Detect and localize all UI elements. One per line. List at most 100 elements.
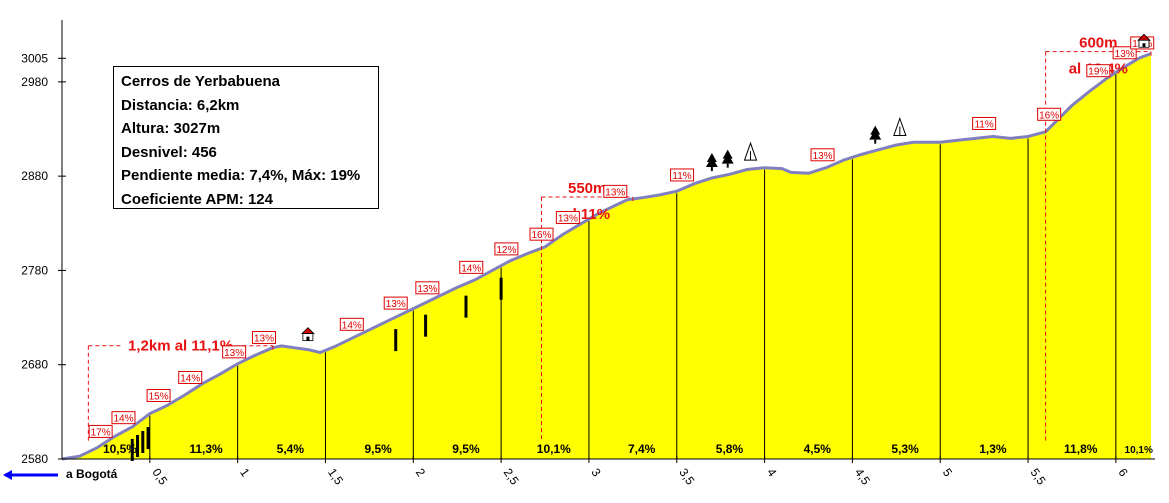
gradient-label-text: 13% — [386, 299, 406, 310]
gradient-label-box — [1112, 46, 1137, 60]
annotation-label: 600m — [1079, 35, 1117, 52]
shelter-icon — [300, 327, 315, 342]
gradient-label: 13% — [603, 184, 628, 198]
points-of-interest — [300, 33, 1151, 342]
gradient-label-text: 13% — [605, 187, 625, 198]
route-info-box: Cerros de Yerbabuena Distancia: 6,2km Al… — [113, 66, 379, 209]
gradient-label-box — [178, 370, 203, 384]
gradient-label-box — [251, 331, 276, 345]
info-coefficient: Coeficiente APM: 124 — [121, 190, 273, 208]
segment-gradient-label: 11,8% — [1064, 442, 1098, 456]
gradient-label: 14% — [111, 411, 136, 425]
profile-line — [61, 52, 1152, 461]
annotation-label: 550m — [568, 180, 606, 197]
gradient-label-box — [1037, 107, 1062, 121]
annotation-label: 1,2km al 11,1% — [128, 338, 233, 355]
info-distance: Distancia: 6,2km — [121, 96, 240, 114]
gradient-label: 15% — [146, 389, 171, 403]
shelter-icon-door — [306, 336, 310, 341]
arrow-left-icon-head — [3, 470, 12, 480]
gradient-label-text: 12% — [496, 245, 516, 256]
gradient-label-text: 13% — [558, 213, 578, 224]
gradient-label-box — [339, 317, 364, 331]
segment-gradient-label: 5,4% — [277, 442, 305, 456]
segment-gradient-label: 10,5% — [103, 442, 137, 456]
gradient-label-text: 13% — [417, 284, 437, 295]
gradient-label-box — [88, 424, 113, 438]
gradient-label-box — [810, 148, 835, 162]
segment-gradient-label: 9,5% — [364, 442, 392, 456]
gradient-label: 13% — [222, 345, 247, 359]
gradient-label-text: 11% — [672, 171, 691, 182]
gradient-label-box — [111, 411, 136, 425]
x-tick-label: 3,5 — [676, 466, 697, 488]
x-tick-label: 1,5 — [325, 466, 346, 488]
info-elevation-gain: Desnivel: 456 — [121, 143, 217, 161]
tent-icon — [893, 116, 907, 136]
tree-icon-trunk — [710, 167, 713, 172]
gradient-label: 17% — [88, 424, 113, 438]
annotation-label-bg — [122, 334, 239, 355]
gradient-label-box — [415, 281, 440, 295]
tree-icon — [869, 125, 882, 144]
gradient-label: 14% — [178, 370, 203, 384]
gradient-label-box — [459, 260, 484, 274]
gradient-label-box — [670, 168, 695, 182]
gradient-label-text: 17% — [91, 427, 111, 438]
steep-marks — [130, 277, 503, 461]
gradient-label-text: 16% — [1039, 110, 1059, 121]
segment-gradient-label: 5,8% — [716, 442, 744, 456]
gradient-label-text: 14% — [180, 373, 200, 384]
x-tick-label: 5 — [940, 466, 955, 480]
gradient-label: 13% — [1112, 46, 1137, 60]
segment-gradient-labels: 10,5% 11,3% 5,4% 9,5% 9,5% 10,1% 7,4% 5,8% 4,5% 5… — [103, 442, 1153, 456]
y-tick-label: 2780 — [21, 263, 48, 277]
gradient-label-text: 14% — [342, 320, 362, 331]
gradient-label-text: 15% — [149, 392, 169, 403]
segment-gradient-label: 10,1% — [1125, 445, 1153, 456]
gradient-label-text: 14% — [461, 263, 481, 274]
x-tick-label: 2 — [413, 466, 428, 480]
tree-icon — [705, 153, 718, 172]
shelter-icon-roof — [300, 327, 315, 335]
info-gradient: Pendiente media: 7,4%, Máx: 19% — [121, 167, 361, 184]
x-tick-label: 0,5 — [149, 466, 170, 488]
gradient-label-box — [529, 227, 554, 241]
y-tick-label: 2580 — [21, 452, 48, 466]
info-title: Cerros de Yerbabuena — [121, 73, 280, 90]
tree-icon — [721, 149, 734, 168]
gradient-label-box — [146, 389, 171, 402]
x-tick-label: 4 — [764, 466, 779, 480]
segment-gradient-label: 1,3% — [979, 442, 1007, 456]
gradient-label-box — [1086, 64, 1111, 78]
segment-gradient-label: 11,3% — [189, 442, 223, 456]
segment-gradient-label: 7,4% — [628, 442, 656, 456]
gradient-label: 13% — [810, 148, 835, 162]
gradient-label: 11% — [670, 168, 695, 182]
tree-icon-base — [721, 153, 734, 164]
gradient-label-box — [555, 210, 580, 224]
profile-area — [61, 52, 1152, 461]
profile-fill — [62, 53, 1151, 459]
gradient-label: 11% — [972, 116, 997, 130]
y-tick-label: 2880 — [21, 169, 48, 183]
gradient-label-text: 13% — [224, 348, 244, 359]
segment-lines — [149, 74, 1117, 459]
gradient-label-box — [603, 184, 628, 198]
gradient-label-text: 14% — [113, 414, 133, 425]
x-tick-label: 1 — [237, 466, 252, 480]
gradient-label: 14% — [459, 260, 484, 274]
x-tick-label: 4,5 — [852, 466, 873, 488]
gradient-label: 13% — [555, 210, 580, 224]
segment-gradient-label: 10,1% — [537, 442, 571, 456]
gradient-label-box — [222, 345, 247, 359]
gradient-label-box — [972, 116, 997, 130]
gradient-label: 13% — [383, 296, 408, 310]
gradient-label-text: 13% — [813, 151, 833, 162]
gradient-label: 16% — [529, 227, 554, 241]
x-tick-label: 3 — [588, 466, 603, 480]
annotation: 1,2km al 11,1% — [87, 334, 274, 441]
x-tick-label: 2,5 — [501, 466, 522, 488]
tree-icon-trunk — [874, 139, 877, 144]
